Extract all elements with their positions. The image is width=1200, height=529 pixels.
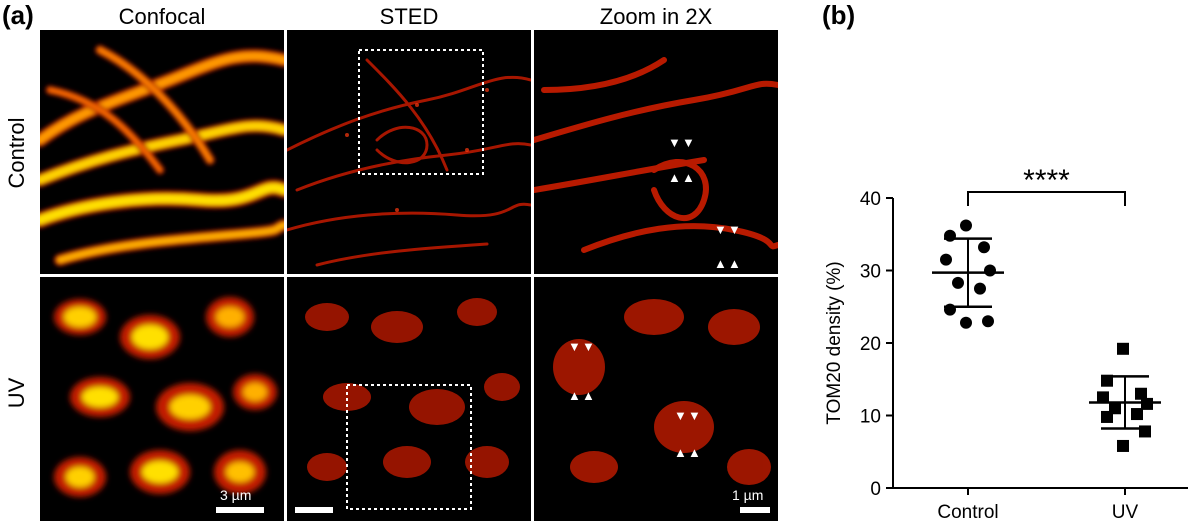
scale-bar — [740, 507, 770, 513]
arrowhead-up-icon: ▲ — [674, 445, 687, 460]
data-point — [1141, 397, 1153, 410]
column-title-zoom: Zoom in 2X — [599, 4, 713, 29]
data-point — [940, 253, 952, 266]
data-point — [960, 219, 972, 232]
significance-label: **** — [1023, 164, 1070, 197]
arrowhead-down-icon: ▼ — [568, 339, 581, 354]
y-tick-label: 0 — [870, 479, 881, 500]
data-point — [1101, 410, 1113, 423]
x-tick-label: Control — [937, 502, 998, 523]
micrograph-control-zoom: ▼ ▼ ▲ ▲ ▼ ▼ ▲ ▲ — [534, 30, 778, 274]
y-axis-label: TOM20 density (%) — [824, 261, 845, 424]
arrowhead-up-icon: ▲ — [582, 388, 595, 403]
panel-a-label: (a) — [2, 0, 34, 30]
data-point — [960, 316, 972, 329]
y-tick-label: 30 — [860, 262, 881, 283]
data-point — [1101, 374, 1113, 387]
zoom-region-box — [358, 49, 484, 175]
micrograph-control-sted — [287, 30, 531, 274]
data-point — [952, 276, 964, 289]
arrowhead-down-icon: ▼ — [582, 339, 595, 354]
data-point — [978, 241, 990, 254]
data-point — [944, 303, 956, 316]
scale-bar — [216, 507, 264, 513]
y-tick-label: 20 — [860, 334, 881, 355]
zoom-region-box — [346, 384, 472, 510]
arrowhead-down-icon: ▼ — [668, 135, 681, 150]
micrograph-uv-zoom: ▼ ▼ ▲ ▲ ▼ ▼ ▲ ▲ 1 µm — [534, 277, 778, 521]
y-tick-label: 40 — [860, 189, 881, 210]
arrowhead-up-icon: ▲ — [568, 388, 581, 403]
scatter-chart: 0 10 20 30 40 TOM20 density (%) Control UV **** — [824, 164, 1188, 523]
panel-b-label: (b) — [822, 0, 856, 30]
scale-bar-label: 3 µm — [220, 487, 252, 503]
data-point — [1139, 425, 1151, 438]
x-tick-label: UV — [1112, 502, 1139, 523]
row-label-control: Control — [4, 117, 29, 189]
y-tick-label: 10 — [860, 407, 881, 428]
arrowhead-up-icon: ▲ — [668, 170, 681, 185]
arrowhead-up-icon: ▲ — [682, 170, 695, 185]
data-point — [1131, 408, 1143, 421]
arrowhead-up-icon: ▲ — [688, 445, 701, 460]
column-title-confocal: Confocal — [118, 4, 206, 29]
data-point — [1117, 439, 1129, 452]
micrograph-uv-confocal: 3 µm — [40, 277, 284, 521]
arrowhead-down-icon: ▼ — [688, 408, 701, 423]
data-point — [1117, 342, 1129, 355]
data-point — [944, 229, 956, 242]
data-point — [974, 282, 986, 295]
data-point — [984, 264, 996, 277]
arrowhead-down-icon: ▼ — [682, 135, 695, 150]
arrowhead-down-icon: ▼ — [728, 222, 741, 237]
arrowhead-up-icon: ▲ — [728, 256, 741, 271]
scale-bar-label: 1 µm — [732, 487, 764, 503]
significance-bracket — [967, 191, 1126, 206]
micrograph-control-confocal — [40, 30, 284, 274]
arrowhead-down-icon: ▼ — [714, 222, 727, 237]
micrograph-uv-sted — [287, 277, 531, 521]
column-title-sted: STED — [379, 4, 439, 29]
arrowhead-down-icon: ▼ — [674, 408, 687, 423]
row-label-uv: UV — [4, 377, 29, 409]
data-point — [1097, 391, 1109, 404]
scale-bar — [295, 507, 333, 513]
data-point — [1135, 387, 1147, 400]
data-point — [982, 315, 994, 328]
arrowhead-up-icon: ▲ — [714, 256, 727, 271]
